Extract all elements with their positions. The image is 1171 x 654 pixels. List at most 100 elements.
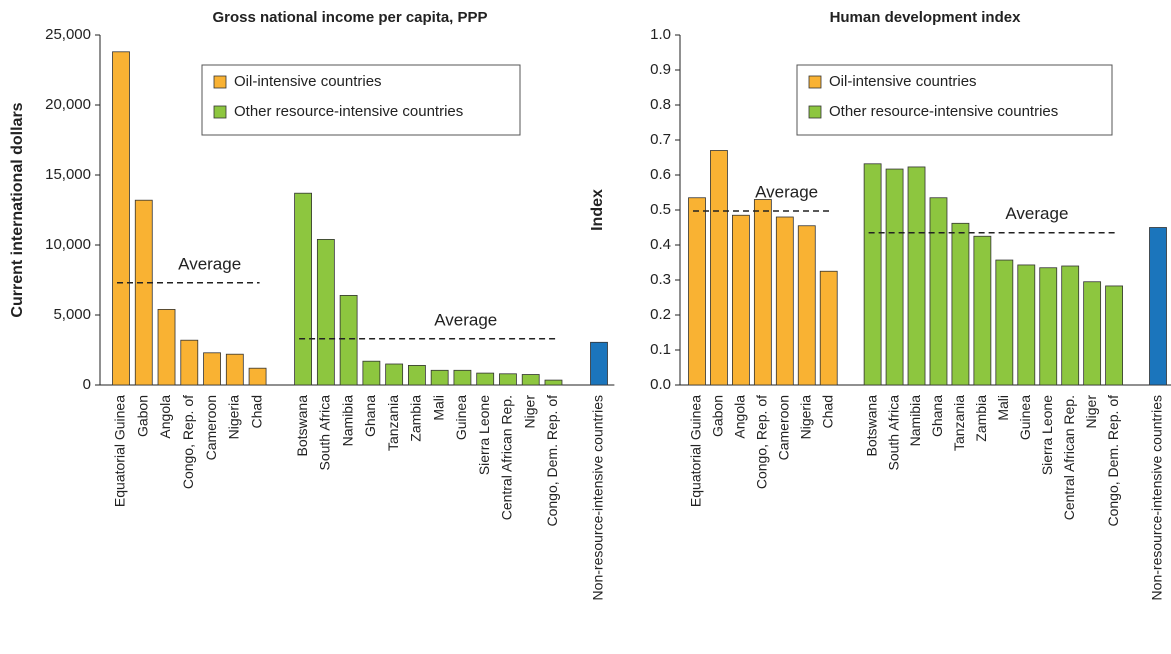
x-tick-label: Angola: [732, 395, 748, 439]
average-label: Average: [434, 310, 497, 329]
y-axis-label: Current international dollars: [9, 102, 26, 317]
legend-label: Oil-intensive countries: [829, 73, 977, 90]
x-tick-label: Niger: [521, 395, 537, 429]
x-tick-label: Cameroon: [203, 395, 219, 460]
x-tick-label: Nigeria: [226, 395, 242, 440]
y-tick-label: 1.0: [650, 26, 671, 43]
bar: [430, 369, 449, 386]
x-tick-label: Guinea: [453, 395, 469, 440]
x-tick-label: Ghana: [929, 395, 945, 437]
x-tick-label: Botswana: [294, 395, 310, 457]
x-tick-label: Sierra Leone: [1039, 395, 1055, 475]
average-label: Average: [1005, 204, 1068, 223]
bar: [476, 372, 495, 386]
y-tick-label: 0.0: [650, 376, 671, 393]
bar: [203, 352, 221, 386]
x-tick-label: Mali: [995, 395, 1011, 421]
bar: [248, 367, 267, 386]
y-tick-label: 5,000: [53, 306, 91, 323]
bar: [907, 166, 926, 386]
x-tick-label: Cameroon: [776, 395, 792, 460]
chart-title: Human development index: [830, 9, 1022, 26]
y-tick-label: 0: [83, 376, 91, 393]
x-tick-label: Non-resource-intensive countries: [590, 395, 606, 600]
x-tick-label: Non-resource-intensive countries: [1149, 395, 1165, 600]
bar: [385, 363, 404, 386]
bar: [929, 197, 948, 386]
legend-swatch: [808, 75, 822, 89]
x-tick-label: Tanzania: [385, 395, 401, 451]
legend-label: Other resource-intensive countries: [829, 103, 1058, 120]
bar: [1061, 265, 1080, 386]
y-tick-label: 0.7: [650, 131, 671, 148]
x-tick-label: Congo, Rep. of: [180, 395, 196, 489]
y-tick-label: 15,000: [45, 166, 91, 183]
bar: [134, 199, 153, 386]
bar: [316, 238, 335, 386]
bar: [225, 353, 244, 386]
legend-swatch: [213, 75, 227, 89]
x-tick-label: Congo, Rep. of: [754, 395, 770, 489]
x-tick-label: South Africa: [885, 395, 901, 471]
x-tick-label: Chad: [248, 395, 264, 428]
x-tick-label: Angola: [157, 395, 173, 439]
y-tick-label: 0.3: [650, 271, 671, 288]
y-tick-label: 0.1: [650, 341, 671, 358]
average-label: Average: [755, 183, 818, 202]
x-tick-label: Namibia: [907, 395, 923, 447]
bar: [590, 341, 608, 386]
bar: [819, 270, 838, 386]
x-tick-label: Mali: [430, 395, 446, 421]
bar: [1149, 227, 1167, 386]
x-tick-label: Botswana: [863, 395, 879, 457]
y-tick-label: 25,000: [45, 26, 91, 43]
x-tick-label: Gabon: [710, 395, 726, 437]
bar: [797, 225, 816, 386]
y-axis-label: Index: [589, 189, 606, 231]
bar: [157, 308, 176, 386]
bar: [951, 222, 970, 386]
x-tick-label: Namibia: [339, 395, 355, 447]
bar: [362, 360, 381, 386]
x-tick-label: Zambia: [973, 395, 989, 442]
y-tick-label: 0.5: [650, 201, 671, 218]
x-tick-label: Zambia: [408, 395, 424, 442]
legend-label: Other resource-intensive countries: [234, 103, 463, 120]
legend-box: [796, 64, 1113, 136]
x-tick-label: Congo, Dem. Rep. of: [1105, 395, 1121, 527]
bar: [112, 51, 130, 386]
chart-title: Gross national income per capita, PPP: [212, 9, 487, 26]
bar: [753, 199, 772, 386]
bar: [499, 373, 517, 386]
bar: [775, 216, 794, 386]
bar: [1017, 264, 1036, 386]
y-tick-label: 10,000: [45, 236, 91, 253]
x-tick-label: Nigeria: [797, 395, 813, 440]
y-tick-label: 0.2: [650, 306, 671, 323]
bar: [885, 168, 904, 386]
y-tick-label: 0.9: [650, 61, 671, 78]
x-tick-label: Congo, Dem. Rep. of: [544, 395, 560, 527]
bar: [995, 259, 1014, 386]
x-tick-label: Ghana: [362, 395, 378, 437]
bar: [180, 339, 199, 386]
y-tick-label: 0.6: [650, 166, 671, 183]
bar: [973, 235, 992, 386]
bar: [544, 379, 563, 386]
x-tick-label: Guinea: [1017, 395, 1033, 440]
average-label: Average: [178, 254, 241, 273]
bar: [688, 197, 706, 386]
bar: [710, 150, 728, 386]
x-tick-label: Equatorial Guinea: [688, 395, 704, 507]
bar: [1039, 267, 1058, 386]
legend-box: [201, 64, 521, 136]
y-tick-label: 0.4: [650, 236, 671, 253]
bar: [294, 192, 312, 386]
bar: [453, 369, 472, 386]
bar: [732, 214, 750, 386]
bar: [1083, 281, 1102, 386]
x-tick-label: Central African Rep.: [1061, 395, 1077, 520]
legend-swatch: [213, 105, 227, 119]
x-tick-label: Gabon: [134, 395, 150, 437]
legend-swatch: [808, 105, 822, 119]
